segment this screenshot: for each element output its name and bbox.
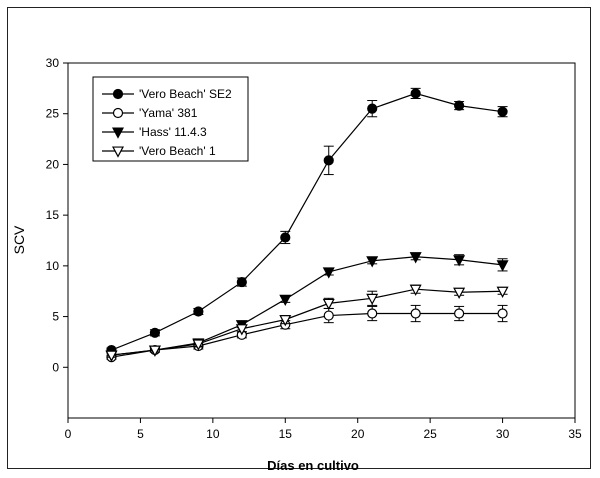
- data-point: [497, 308, 508, 319]
- legend-label: 'Hass' 11.4.3: [139, 125, 207, 139]
- legend-label: 'Vero Beach' SE2: [139, 87, 232, 101]
- data-point: [322, 298, 335, 311]
- legend-label: 'Yama' 381: [139, 106, 198, 120]
- legend-marker: [112, 88, 124, 100]
- data-point: [105, 350, 118, 362]
- series-line: [111, 256, 503, 356]
- x-tick-label: 20: [351, 427, 365, 441]
- data-point: [149, 327, 161, 338]
- data-point: [453, 255, 466, 267]
- x-axis-title: Días en cultivo: [267, 458, 359, 473]
- y-tick-label: 10: [46, 259, 60, 273]
- legend-marker: [112, 107, 124, 119]
- data-point: [366, 256, 379, 268]
- x-tick-label: 0: [65, 427, 72, 441]
- y-tick-label: 5: [52, 310, 59, 324]
- series-layer: [105, 87, 509, 363]
- x-tick-label: 10: [206, 427, 220, 441]
- plot-area: [67, 62, 576, 419]
- data-point: [409, 284, 422, 296]
- y-tick-label: 30: [46, 56, 60, 70]
- data-point: [454, 100, 465, 111]
- series-2: [106, 304, 508, 363]
- series-line: [111, 92, 503, 351]
- data-point: [367, 308, 378, 319]
- y-tick-label: 0: [52, 360, 59, 374]
- data-point: [410, 308, 421, 319]
- legend: 'Vero Beach' SE2 'Yama' 381 'Hass' 11.4.3 '…: [92, 76, 249, 162]
- data-point: [322, 267, 335, 279]
- data-point: [410, 88, 421, 99]
- data-point: [280, 232, 291, 243]
- axis-ticks: 0 5 10 15 20 25 30 35 0 5 10 15 20 25 30: [46, 56, 582, 441]
- data-point: [496, 260, 509, 272]
- data-point: [279, 315, 292, 327]
- y-tick-label: 25: [46, 107, 60, 121]
- data-point: [497, 106, 508, 117]
- series-3: [105, 252, 509, 362]
- x-tick-label: 35: [568, 427, 582, 441]
- data-point: [409, 252, 422, 264]
- data-point: [323, 155, 334, 166]
- x-tick-label: 30: [496, 427, 510, 441]
- data-point: [235, 324, 248, 336]
- series-1: [106, 87, 508, 356]
- x-tick-label: 15: [279, 427, 293, 441]
- y-tick-label: 15: [46, 208, 60, 222]
- data-point: [453, 287, 466, 299]
- data-point: [193, 306, 204, 317]
- data-point: [454, 308, 465, 319]
- data-point: [367, 103, 378, 114]
- series-4: [105, 284, 509, 362]
- x-tick-label: 5: [137, 427, 144, 441]
- legend-marker: [112, 127, 124, 139]
- data-point: [323, 310, 334, 321]
- figure-frame: [7, 7, 591, 469]
- series-line: [111, 288, 503, 356]
- data-point: [236, 276, 247, 288]
- series-line: [111, 312, 503, 358]
- y-tick-label: 20: [46, 157, 60, 171]
- data-point: [148, 345, 161, 357]
- y-axis-title: SCV: [11, 225, 27, 254]
- x-tick-label: 25: [423, 427, 437, 441]
- data-point: [366, 293, 379, 306]
- legend-marker: [112, 146, 124, 158]
- data-point: [279, 294, 292, 307]
- legend-label: 'Vero Beach' 1: [139, 144, 216, 158]
- data-point: [496, 286, 509, 298]
- data-point: [192, 339, 205, 351]
